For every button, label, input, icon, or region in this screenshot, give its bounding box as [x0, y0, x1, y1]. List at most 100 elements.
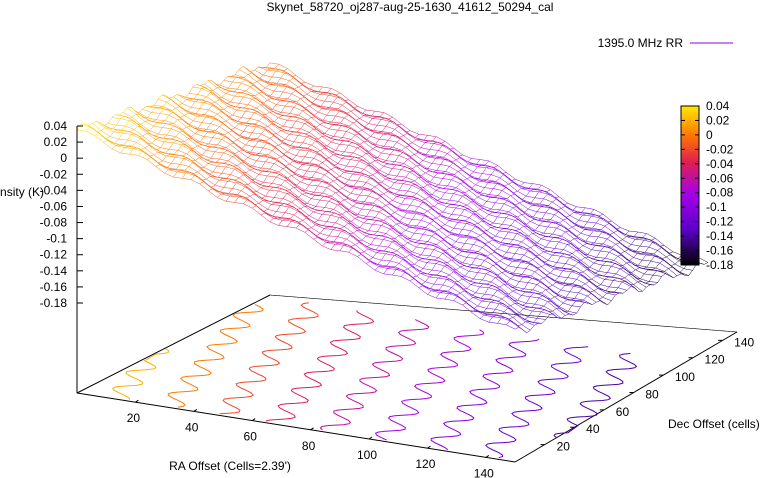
surface-segment — [473, 278, 483, 281]
surface-segment — [392, 196, 397, 201]
surface-segment — [433, 246, 438, 250]
surface-segment — [567, 203, 577, 208]
surface-segment — [316, 235, 326, 241]
surface-segment — [437, 275, 442, 279]
surface-segment — [312, 206, 317, 210]
surface-segment — [414, 228, 419, 234]
surface-segment — [500, 289, 506, 294]
surface-segment — [318, 86, 323, 92]
surface-segment — [234, 151, 240, 155]
surface-segment — [457, 272, 462, 277]
surface-segment — [578, 288, 583, 293]
surface-segment — [243, 199, 248, 204]
surface-segment — [598, 299, 608, 306]
surface-segment — [175, 131, 180, 137]
surface-segment — [376, 250, 381, 253]
surface-segment — [238, 123, 248, 127]
surface-segment — [606, 235, 612, 240]
surface-segment — [543, 276, 548, 279]
surface-segment — [233, 119, 238, 122]
surface-segment — [402, 183, 412, 186]
surface-segment — [432, 217, 437, 220]
surface-segment — [124, 147, 134, 149]
surface-segment — [481, 165, 491, 167]
surface-segment — [456, 183, 461, 188]
surface-segment — [206, 129, 216, 131]
surface-segment — [471, 187, 481, 194]
surface-segment — [347, 198, 352, 202]
surface-segment — [608, 249, 614, 253]
surface-segment — [128, 116, 133, 118]
surface-segment — [455, 205, 460, 209]
surface-segment — [494, 273, 498, 276]
surface-segment — [267, 204, 272, 210]
surface-segment — [462, 257, 467, 264]
surface-segment — [491, 174, 500, 179]
surface-segment — [592, 222, 597, 229]
surface-segment — [447, 262, 457, 271]
surface-segment — [187, 134, 192, 137]
surface-segment — [459, 236, 469, 239]
surface-segment — [324, 226, 328, 229]
surface-segment — [494, 169, 504, 176]
surface-segment — [225, 93, 235, 97]
surface-segment — [480, 294, 485, 299]
surface-segment — [172, 112, 177, 116]
surface-segment — [252, 205, 257, 209]
surface-segment — [345, 101, 355, 110]
surface-segment — [254, 66, 259, 71]
surface-segment — [284, 203, 289, 205]
surface-segment — [550, 214, 555, 220]
surface-segment — [263, 147, 272, 151]
surface-segment — [223, 106, 228, 110]
surface-segment — [240, 136, 245, 139]
surface-segment — [205, 116, 210, 118]
surface-segment — [444, 189, 449, 193]
surface-segment — [416, 243, 421, 248]
surface-segment — [538, 297, 548, 302]
surface-segment — [431, 194, 442, 200]
surface-segment — [208, 190, 218, 198]
surface-segment — [500, 242, 510, 244]
surface-segment — [480, 260, 485, 266]
surface-segment — [190, 150, 200, 158]
surface-segment — [567, 243, 572, 245]
surface-segment — [348, 248, 353, 253]
surface-segment — [451, 287, 461, 294]
surface-segment — [486, 166, 491, 168]
surface-segment — [565, 231, 575, 239]
surface-segment — [333, 136, 343, 138]
surface-segment — [204, 80, 209, 85]
surface-segment — [334, 244, 344, 246]
surface-segment — [436, 244, 446, 252]
surface-segment — [644, 252, 654, 255]
surface-segment — [297, 210, 302, 213]
surface-segment — [505, 214, 511, 218]
surface-segment — [337, 96, 342, 98]
surface-segment — [508, 265, 518, 268]
surface-segment — [408, 224, 418, 227]
surface-segment — [288, 206, 298, 212]
surface-segment — [432, 136, 437, 141]
surface-segment — [271, 70, 277, 78]
surface-segment — [219, 99, 223, 101]
contour-line — [485, 346, 589, 459]
surface-segment — [592, 283, 597, 287]
surface-segment — [593, 260, 598, 264]
surface-segment — [402, 180, 408, 184]
surface-segment — [205, 146, 211, 151]
surface-segment — [637, 253, 646, 256]
surface-segment — [385, 121, 390, 127]
surface-segment — [593, 209, 604, 215]
surface-segment — [511, 178, 516, 181]
surface-segment — [278, 220, 283, 226]
surface-segment — [206, 178, 216, 186]
surface-segment — [387, 236, 392, 240]
surface-segment — [170, 125, 175, 129]
surface-segment — [267, 150, 273, 155]
surface-segment — [442, 145, 447, 147]
surface-segment — [249, 108, 254, 110]
surface-segment — [172, 169, 182, 171]
surface-segment — [217, 144, 227, 148]
surface-segment — [429, 196, 439, 204]
